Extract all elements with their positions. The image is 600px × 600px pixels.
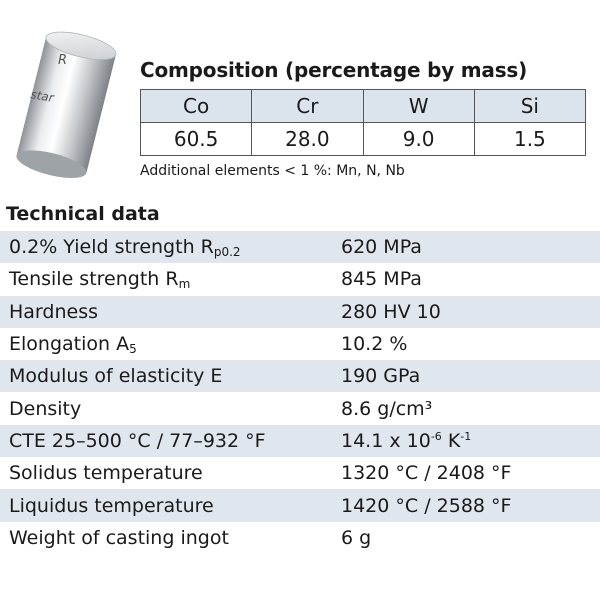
row-value: 14.1 x 10-6 K-1 (341, 429, 472, 452)
row-label: Solidus temperature (9, 462, 203, 485)
table-row-modulus: Modulus of elasticity E 190 GPa (0, 360, 600, 393)
row-value: 280 HV 10 (341, 300, 441, 323)
logo-letter-r: R (58, 53, 67, 68)
technical-data-table: 0.2% Yield strength Rp0.2 620 MPa Tensil… (0, 231, 600, 554)
row-value: 10.2 % (341, 333, 408, 356)
table-row-hardness: Hardness 280 HV 10 (0, 295, 600, 328)
composition-title: Composition (percentage by mass) (140, 58, 528, 82)
row-value: 8.6 g/cm³ (341, 397, 433, 420)
row-label: Elongation A5 (9, 332, 137, 356)
row-label: Tensile strength Rm (9, 267, 191, 291)
row-value: 1420 °C / 2588 °F (341, 494, 512, 517)
element-w: W (362, 89, 475, 123)
row-value: 845 MPa (341, 268, 422, 291)
element-co: Co (139, 89, 253, 123)
row-value: 620 MPa (341, 236, 422, 259)
row-label: Liquidus temperature (9, 494, 214, 517)
composition-values-row: 60.5 28.0 9.0 1.5 (139, 122, 587, 156)
row-label: CTE 25–500 °C / 77–932 °F (9, 429, 266, 452)
row-value: 1320 °C / 2408 °F (341, 462, 512, 485)
table-row-tensile-strength: Tensile strength Rm 845 MPa (0, 263, 600, 295)
value-si: 1.5 (473, 122, 587, 156)
row-label: 0.2% Yield strength Rp0.2 (9, 235, 241, 259)
table-row-elongation: Elongation A5 10.2 % (0, 328, 600, 360)
value-co: 60.5 (139, 122, 253, 156)
table-row-solidus: Solidus temperature 1320 °C / 2408 °F (0, 457, 600, 489)
row-label: Weight of casting ingot (9, 526, 229, 549)
row-label: Modulus of elasticity E (9, 365, 223, 388)
additional-elements-note: Additional elements < 1 %: Mn, N, Nb (140, 163, 405, 179)
cylinder-ingot-icon: R star (16, 31, 117, 178)
table-row-liquidus: Liquidus temperature 1420 °C / 2588 °F (0, 489, 600, 522)
logo-word-star: star (29, 87, 55, 105)
technical-data-title: Technical data (6, 203, 160, 225)
value-cr: 28.0 (251, 122, 364, 156)
element-si: Si (473, 89, 587, 123)
row-value: 190 GPa (341, 365, 421, 388)
table-row-cte: CTE 25–500 °C / 77–932 °F 14.1 x 10-6 K-… (0, 424, 600, 458)
element-cr: Cr (251, 89, 364, 123)
table-row-yield-strength: 0.2% Yield strength Rp0.2 620 MPa (0, 231, 600, 264)
value-w: 9.0 (362, 122, 475, 156)
row-value: 6 g (341, 526, 372, 549)
composition-header-row: Co Cr W Si (139, 89, 587, 123)
row-label: Hardness (9, 300, 98, 323)
composition-table: Co Cr W Si 60.5 28.0 9.0 1.5 (139, 89, 587, 156)
table-row-ingot-weight: Weight of casting ingot 6 g (0, 522, 600, 554)
row-label: Density (9, 397, 82, 420)
table-row-density: Density 8.6 g/cm³ (0, 392, 600, 424)
